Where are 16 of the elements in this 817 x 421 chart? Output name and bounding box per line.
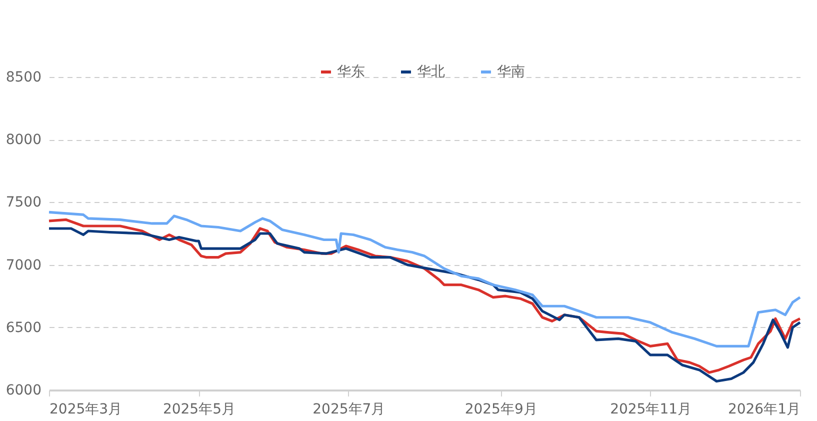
y-tick-label: 6500	[6, 320, 42, 336]
y-tick-label: 7500	[6, 194, 42, 211]
line-series	[48, 210, 802, 348]
y-tick-label: 7000	[6, 257, 42, 274]
x-tick-label: 2025年9月	[464, 402, 538, 418]
y-tick-label: 6000	[6, 382, 42, 398]
legend-label: 华东	[337, 64, 365, 80]
x-tick-label: 2025年5月	[162, 402, 236, 418]
y-tick-label: 8000	[6, 132, 42, 148]
legend-label: 华北	[417, 64, 445, 80]
x-tick-label: 2025年7月	[312, 402, 386, 418]
x-tick-label: 2025年11月	[610, 402, 692, 418]
x-tick-label: 2026年1月	[728, 402, 800, 418]
x-tick-label: 2025年3月	[50, 402, 122, 418]
y-tick-label: 8500	[6, 70, 42, 86]
legend-label: 华南	[497, 64, 525, 80]
